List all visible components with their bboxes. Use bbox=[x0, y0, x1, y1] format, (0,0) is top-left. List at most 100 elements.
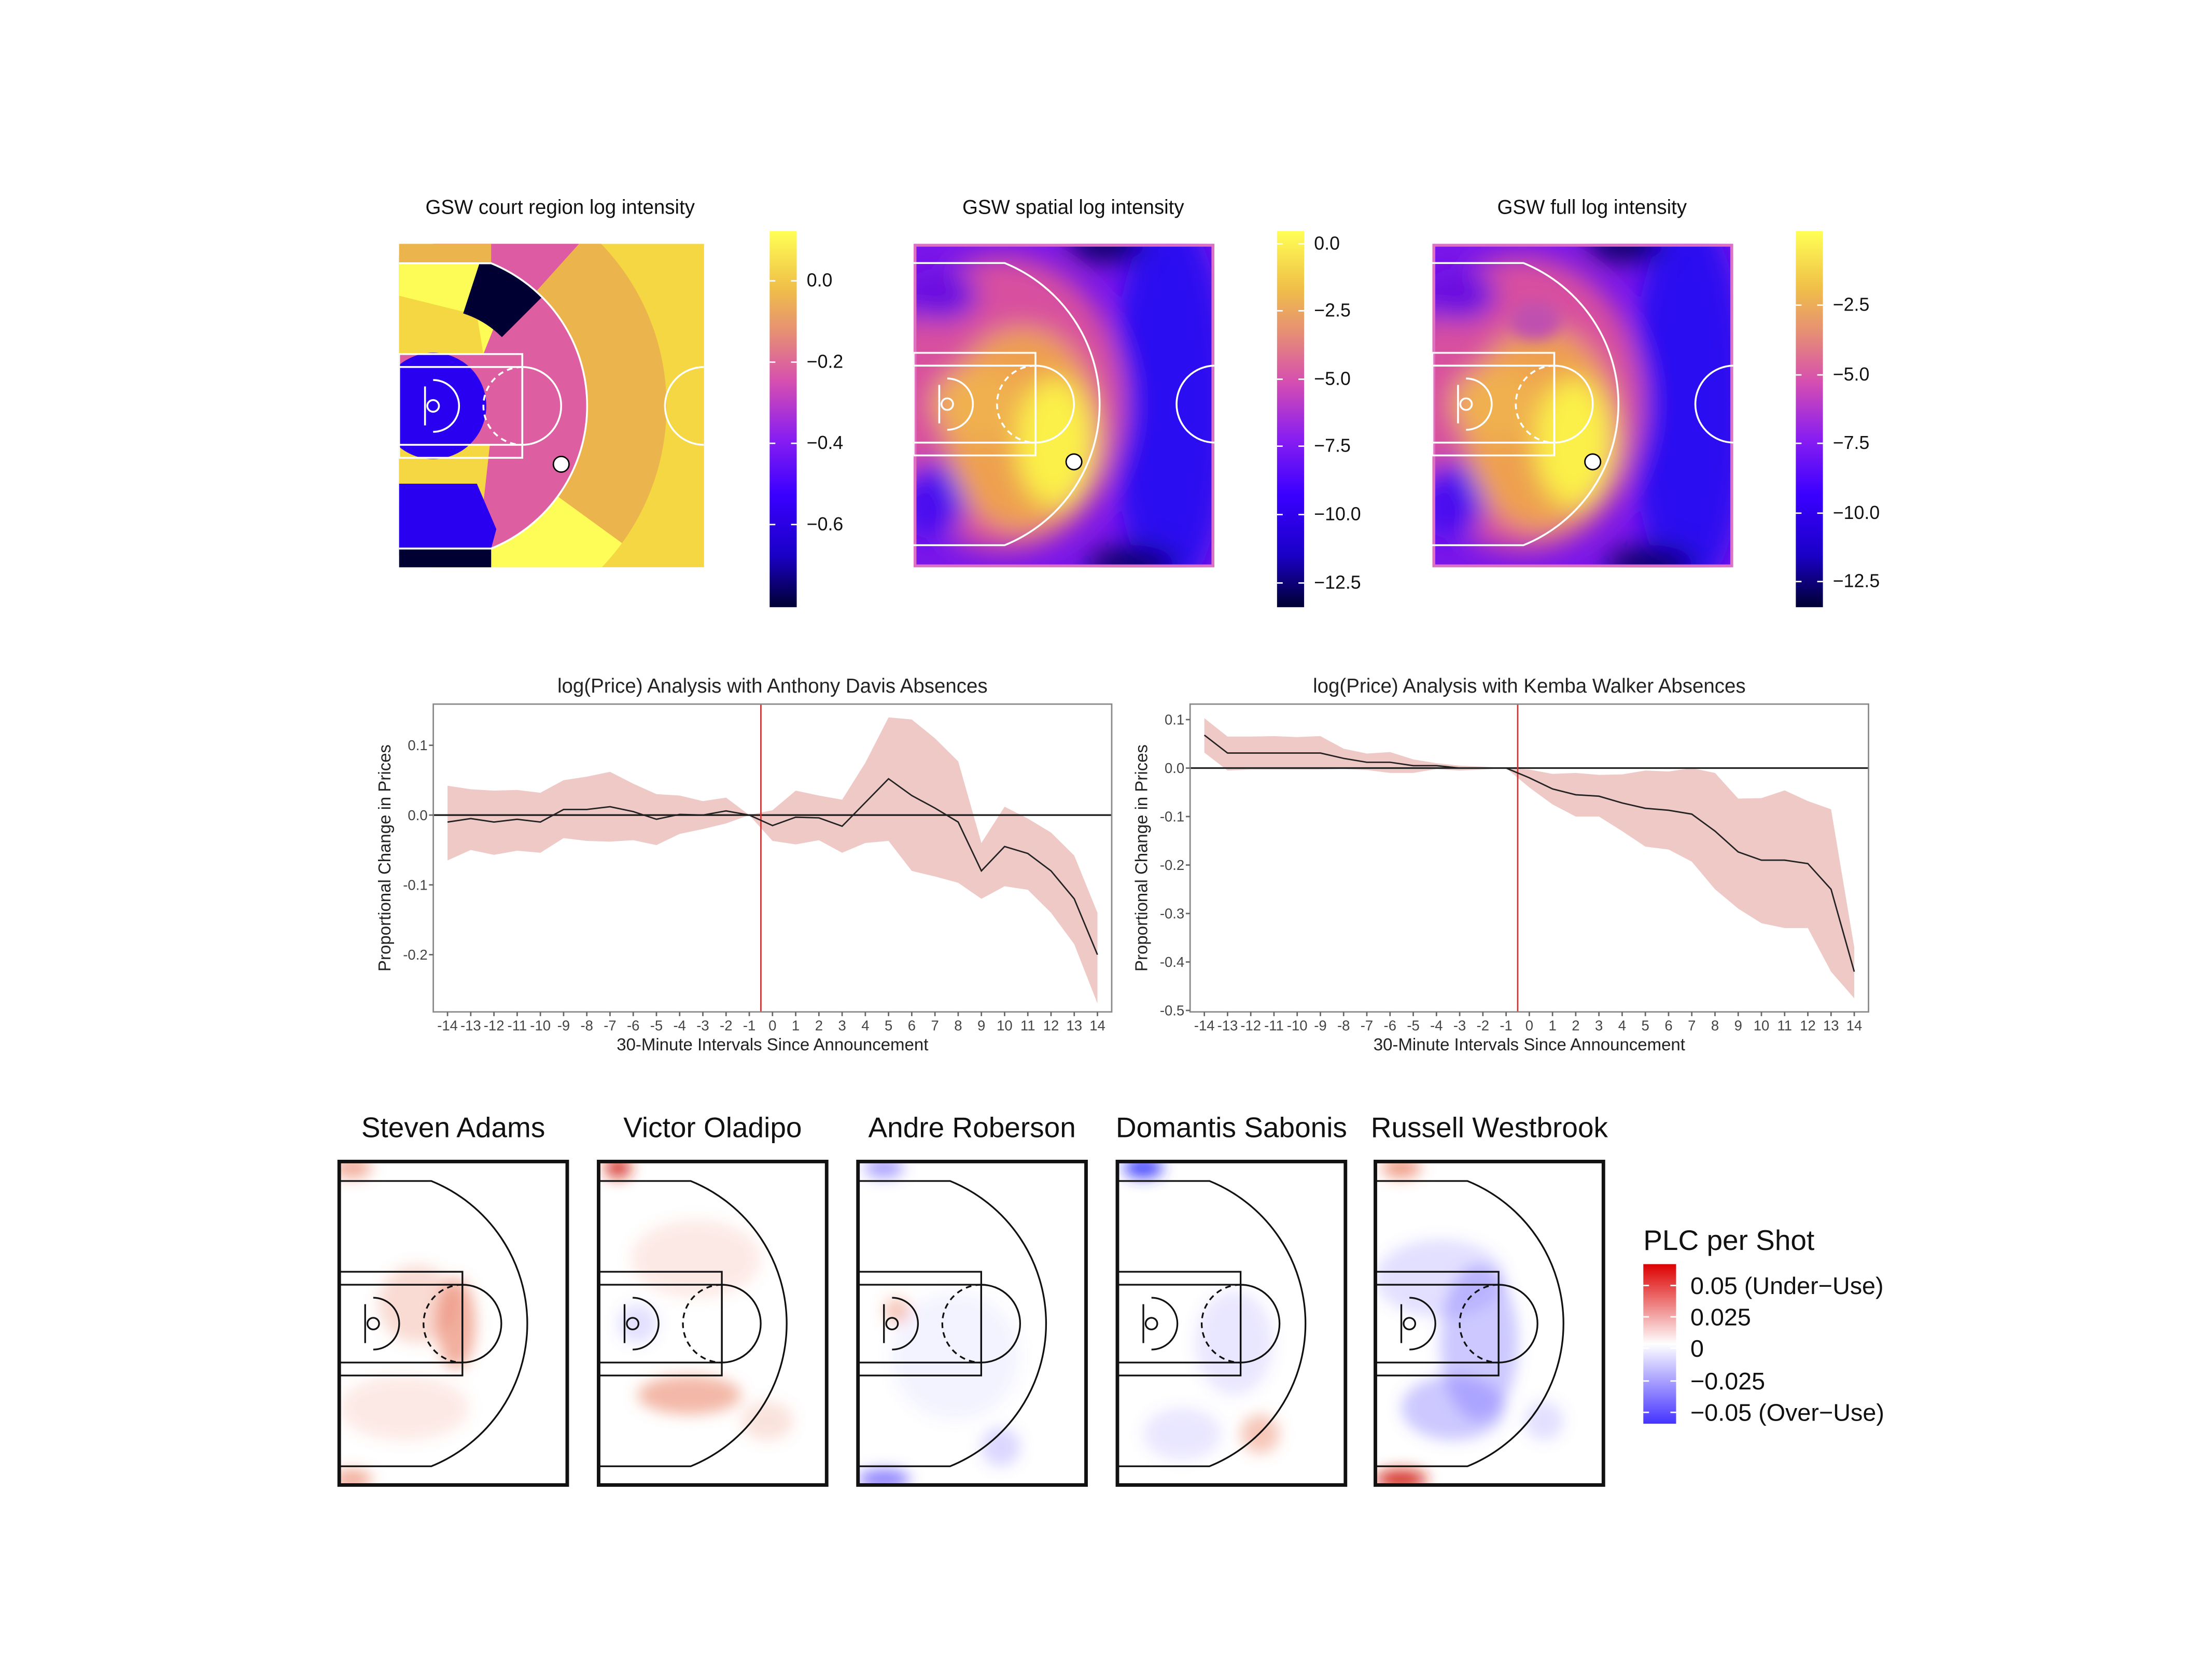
region bbox=[399, 296, 484, 354]
plc-blob bbox=[1143, 1408, 1222, 1460]
x-tick-label: -6 bbox=[1384, 1018, 1396, 1034]
colorbar-tick-label: −2.5 bbox=[1314, 300, 1351, 320]
y-tick-label: -0.2 bbox=[1160, 857, 1184, 873]
intensity-blob bbox=[1067, 244, 1145, 263]
plc-blob bbox=[339, 1375, 469, 1441]
intensity-blob bbox=[1605, 545, 1696, 568]
panel-title-court-region: GSW court region log intensity bbox=[425, 196, 695, 219]
intensity-blob bbox=[1432, 269, 1497, 321]
shot-location-marker bbox=[1065, 453, 1083, 471]
x-tick-label: -12 bbox=[1240, 1018, 1261, 1034]
intensity-blob bbox=[913, 461, 965, 539]
plc-blob bbox=[1401, 1375, 1505, 1441]
colorbar-tick-label: −7.5 bbox=[1833, 432, 1870, 453]
plc-blob bbox=[741, 1401, 793, 1441]
x-tick-label: -3 bbox=[1453, 1018, 1466, 1034]
x-tick-label: -7 bbox=[604, 1018, 616, 1034]
x-tick-label: -10 bbox=[530, 1018, 551, 1034]
court-frame bbox=[1374, 1160, 1605, 1487]
x-tick-label: 13 bbox=[1823, 1018, 1839, 1034]
three-point-line bbox=[858, 1180, 1047, 1467]
player-name: Steven Adams bbox=[361, 1112, 545, 1144]
x-tick-label: 12 bbox=[1800, 1018, 1816, 1034]
intensity-blob bbox=[933, 365, 1023, 443]
y-axis-label: Proportional Change in Prices bbox=[375, 744, 394, 972]
legend-label: 0.05 (Under−Use) bbox=[1690, 1272, 1884, 1299]
x-axis-label: 30-Minute Intervals Since Announcement bbox=[1374, 1035, 1685, 1054]
x-tick-label: 9 bbox=[977, 1018, 985, 1034]
spatial-heatmap bbox=[913, 244, 1214, 568]
key-inner bbox=[858, 1284, 982, 1363]
court-frame bbox=[856, 1160, 1088, 1487]
x-tick-label: 11 bbox=[1777, 1018, 1793, 1034]
region bbox=[399, 549, 492, 568]
player-court: Steven Adams bbox=[337, 1112, 569, 1487]
plc-blob bbox=[339, 1469, 372, 1485]
three-point-line bbox=[598, 1180, 788, 1467]
free-throw-circle bbox=[1499, 1284, 1538, 1363]
player-court: Russell Westbrook bbox=[1371, 1112, 1608, 1487]
x-tick-label: -5 bbox=[1407, 1018, 1419, 1034]
key-inner bbox=[1375, 1284, 1500, 1363]
player-court: Andre Roberson bbox=[856, 1112, 1088, 1487]
intensity-blob bbox=[1112, 244, 1214, 568]
x-tick-label: 10 bbox=[1754, 1018, 1770, 1034]
plc-blob bbox=[1382, 1161, 1421, 1178]
x-tick-label: -6 bbox=[627, 1018, 639, 1034]
restricted-area bbox=[633, 1297, 660, 1351]
free-throw-circle bbox=[981, 1284, 1021, 1363]
x-tick-label: 0 bbox=[1525, 1018, 1533, 1034]
free-throw-circle-dashed bbox=[423, 1284, 463, 1363]
colorbar-tick-label: −7.5 bbox=[1314, 435, 1351, 456]
player-name: Victor Oladipo bbox=[623, 1112, 802, 1144]
rim bbox=[1403, 1317, 1417, 1331]
y-tick-label: -0.5 bbox=[1160, 1003, 1184, 1019]
three-point-line bbox=[1432, 262, 1619, 546]
restricted-area bbox=[892, 1297, 919, 1351]
plc-blob bbox=[864, 1161, 904, 1178]
colorbar-tick-label: −12.5 bbox=[1314, 572, 1361, 593]
y-tick-label: -0.2 bbox=[403, 947, 427, 963]
x-tick-label: -5 bbox=[650, 1018, 663, 1034]
confidence-band bbox=[447, 717, 1098, 1004]
free-throw-circle bbox=[462, 1284, 502, 1363]
player-name: Russell Westbrook bbox=[1371, 1112, 1608, 1144]
y-tick-label: 0.0 bbox=[1165, 760, 1184, 776]
free-throw-circle bbox=[1554, 364, 1594, 444]
x-tick-label: -9 bbox=[557, 1018, 570, 1034]
y-tick-label: 0.1 bbox=[408, 737, 427, 753]
davis-price-chart: log(Price) Analysis with Anthony Davis A… bbox=[375, 675, 1113, 1054]
x-tick-label: 2 bbox=[815, 1018, 823, 1034]
plc-legend: PLC per Shot 0.05 (Under−Use) 0.025 0 −0… bbox=[1643, 1224, 1884, 1426]
x-tick-label: -13 bbox=[1217, 1018, 1238, 1034]
shot-location-marker bbox=[552, 456, 570, 473]
restricted-area bbox=[1466, 377, 1493, 431]
x-tick-label: 2 bbox=[1572, 1018, 1579, 1034]
x-tick-label: -4 bbox=[674, 1018, 686, 1034]
rim bbox=[1144, 1317, 1158, 1331]
court-frame bbox=[337, 1160, 569, 1487]
key-inner bbox=[1117, 1284, 1242, 1363]
three-point-line bbox=[399, 262, 589, 550]
y-tick-label: -0.4 bbox=[1160, 954, 1184, 970]
colorbar-tick-label: −12.5 bbox=[1833, 571, 1880, 592]
y-tick-label: 0.0 bbox=[408, 807, 427, 823]
region bbox=[463, 259, 542, 338]
colorbar-tick-label: −2.5 bbox=[1833, 294, 1870, 315]
x-tick-label: -8 bbox=[1337, 1018, 1350, 1034]
free-throw-circle-dashed bbox=[996, 364, 1035, 444]
player-plc-maps: Steven Adams Victor Oladipo Andre Roberson… bbox=[337, 1112, 1608, 1487]
x-tick-label: -10 bbox=[1287, 1018, 1308, 1034]
region bbox=[399, 353, 486, 459]
x-tick-label: -12 bbox=[484, 1018, 505, 1034]
free-throw-circle-dashed bbox=[1459, 1284, 1499, 1363]
colorbar-tick-label: −5.0 bbox=[1314, 368, 1351, 389]
rim bbox=[885, 1317, 899, 1331]
x-tick-label: 3 bbox=[1595, 1018, 1603, 1034]
plc-blob bbox=[890, 1291, 1020, 1421]
intensity-blob bbox=[1631, 244, 1733, 568]
rim bbox=[366, 1317, 380, 1331]
plc-blob bbox=[618, 1304, 657, 1343]
plc-blob bbox=[631, 1220, 761, 1298]
